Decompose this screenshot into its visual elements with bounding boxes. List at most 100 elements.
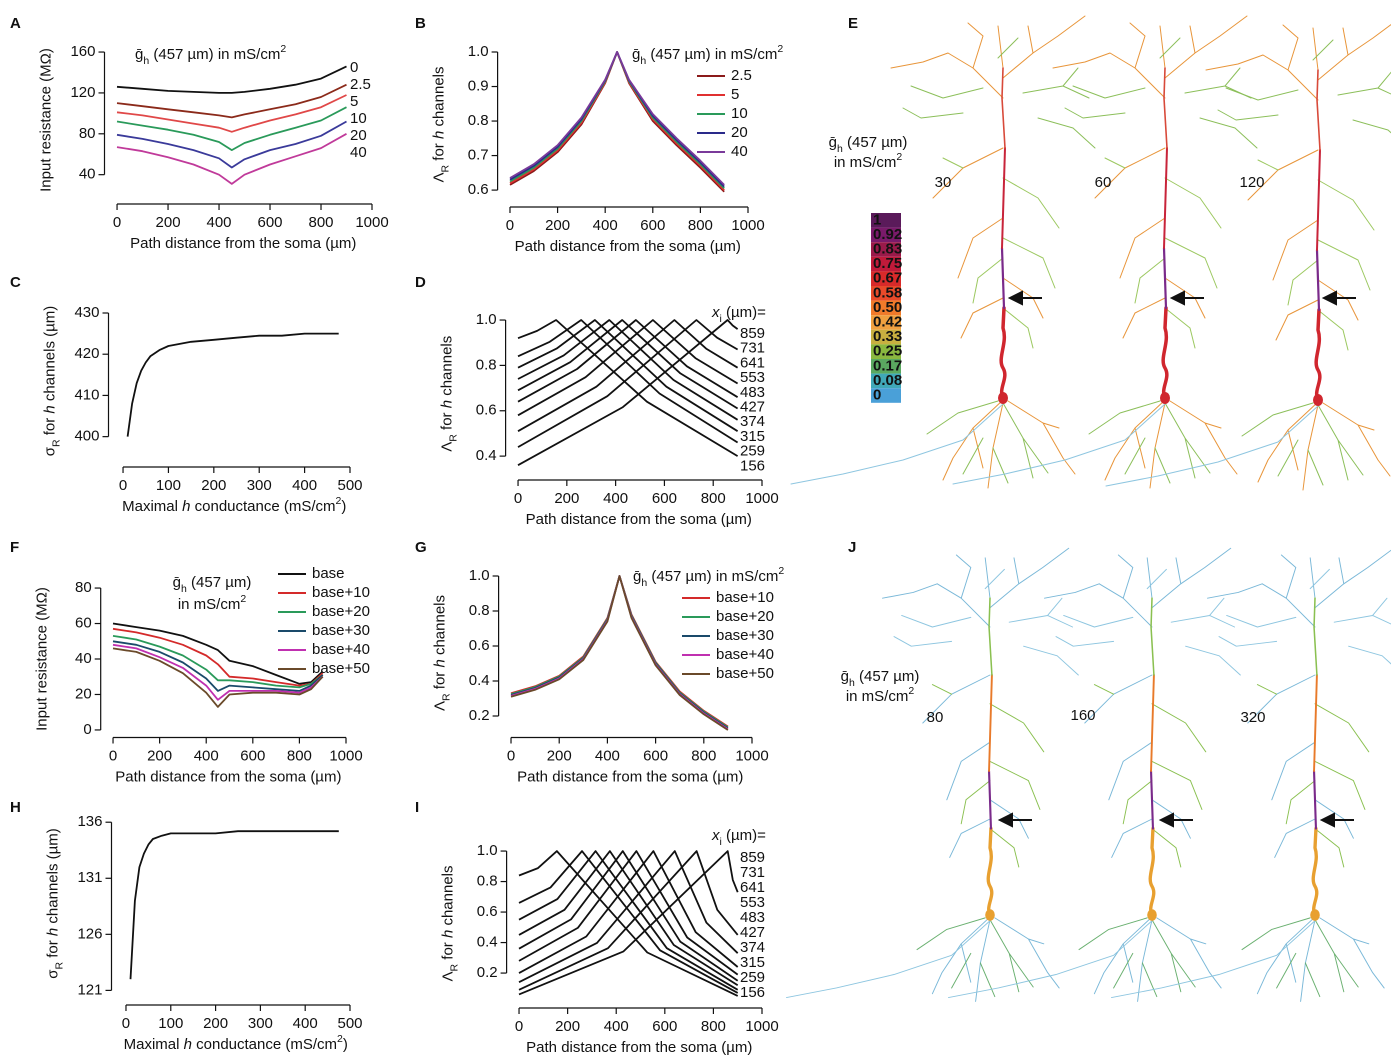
x-axis-label: Maximal h conductance (mS/cm2) <box>122 495 346 515</box>
x-tick-label: 200 <box>555 1018 580 1035</box>
line <box>517 319 739 417</box>
y-tick-label: 0.8 <box>468 112 489 129</box>
legend-label: base+20 <box>716 608 774 625</box>
x-axis-label-part: h <box>184 1036 192 1053</box>
x-tick-label: 800 <box>688 217 713 234</box>
colorbar-label: 0.58 <box>873 284 902 301</box>
y-tick-label: 20 <box>75 685 92 702</box>
line <box>112 627 324 687</box>
x-axis-label: Path distance from the soma (µm) <box>526 1039 752 1056</box>
annotation-part: ḡ <box>632 46 640 63</box>
x-tick-label: 600 <box>240 747 265 764</box>
legend-label: 5 <box>350 93 358 110</box>
annotation-part: ḡ <box>841 668 849 685</box>
y-tick-label: 120 <box>70 84 95 101</box>
x-tick-label: 1000 <box>731 217 764 234</box>
x-tick-label: 800 <box>287 747 312 764</box>
y-tick-label: 0.4 <box>469 672 490 689</box>
y-axis-label: Input resistance (MΩ) <box>37 48 54 192</box>
colorbar-label: 0.92 <box>873 226 902 243</box>
x-tick-label: 1000 <box>735 747 768 764</box>
y-tick-label: 0.2 <box>477 964 498 981</box>
x-axis-label-part: Maximal <box>122 498 182 515</box>
y-axis-label-part: channels (µm) <box>44 828 61 928</box>
x-tick-label: 600 <box>652 1018 677 1035</box>
x-tick-label: 300 <box>247 477 272 494</box>
annotation: ḡh (457 µm) <box>829 134 908 155</box>
y-tick-label: 40 <box>75 650 92 667</box>
colorbar-cell <box>871 344 901 359</box>
x-tick-label: 0 <box>119 477 127 494</box>
y-tick-label: 0 <box>83 721 91 738</box>
y-tick-label: 410 <box>74 386 99 403</box>
panel-letter: G <box>415 539 427 556</box>
legend-label: base+50 <box>312 660 370 677</box>
y-tick-label: 1.0 <box>469 567 490 584</box>
y-axis-label-part: h <box>432 659 449 667</box>
x-tick-label: 0 <box>507 747 515 764</box>
y-tick-label: 0.6 <box>469 637 490 654</box>
annotation-part: x <box>711 827 720 844</box>
legend-label: base+10 <box>716 589 774 606</box>
annotation-part: 2 <box>896 151 902 163</box>
x-axis-label: Path distance from the soma (µm) <box>517 768 743 785</box>
annotation-part: (457 µm) <box>855 668 920 685</box>
line <box>518 850 739 987</box>
line <box>509 51 725 193</box>
y-tick-label: 80 <box>79 125 96 142</box>
y-tick-label: 0.7 <box>468 147 489 164</box>
line <box>517 319 739 432</box>
y-tick-label: 160 <box>70 43 95 60</box>
arrow-head <box>1007 290 1023 306</box>
colorbar-cell <box>871 286 901 301</box>
y-tick-label: 80 <box>75 579 92 596</box>
legend-label: 641 <box>740 879 765 896</box>
x-tick-label: 1000 <box>745 490 778 507</box>
y-axis-label-part: σ <box>44 969 61 979</box>
line <box>518 850 739 976</box>
condition-label: 80 <box>927 709 944 726</box>
line <box>518 850 739 991</box>
x-tick-label: 200 <box>554 490 579 507</box>
legend-label: 483 <box>740 384 765 401</box>
legend-label: 553 <box>740 369 765 386</box>
y-axis-label: σR for h channels (µm) <box>41 306 62 457</box>
line <box>116 94 347 133</box>
legend-label: 483 <box>740 909 765 926</box>
annotation-part: in mS/cm <box>846 688 909 705</box>
y-tick-label: 60 <box>75 614 92 631</box>
line <box>517 319 739 466</box>
colorbar-label: 0.75 <box>873 255 902 272</box>
line <box>509 51 725 186</box>
legend-label: 259 <box>740 969 765 986</box>
y-axis-label-part: channels (µm) <box>41 306 58 406</box>
condition-label: 30 <box>935 174 952 191</box>
colorbar-cell <box>871 329 901 345</box>
line <box>116 106 347 151</box>
colorbar-label: 0.42 <box>873 313 902 330</box>
x-tick-label: 1000 <box>329 747 362 764</box>
neuron <box>951 14 1259 490</box>
legend-label: 10 <box>350 110 367 127</box>
y-axis-label-part: channels <box>432 595 449 659</box>
y-axis-label-part: R <box>448 963 460 971</box>
x-axis-label-part: ) <box>341 498 346 515</box>
annotation-part: 2 <box>777 43 783 55</box>
x-tick-label: 1000 <box>355 214 388 231</box>
x-axis-label-part: Maximal <box>124 1036 184 1053</box>
legend-label: 731 <box>740 340 765 357</box>
condition-label: 320 <box>1240 709 1265 726</box>
legend-label: 859 <box>740 849 765 866</box>
line <box>116 120 347 169</box>
line <box>509 51 725 190</box>
annotation: in mS/cm2 <box>834 151 903 171</box>
colorbar-label: 0.83 <box>873 240 902 257</box>
colorbar-label: 0.50 <box>873 299 902 316</box>
legend-label: base+30 <box>716 627 774 644</box>
y-axis-label: ΛR for h channels <box>440 865 461 981</box>
legend-label: 156 <box>740 457 765 474</box>
y-axis-label: ΛR for h channels <box>439 336 460 452</box>
x-tick-label: 800 <box>701 1018 726 1035</box>
y-axis-label-part: for <box>41 414 58 440</box>
